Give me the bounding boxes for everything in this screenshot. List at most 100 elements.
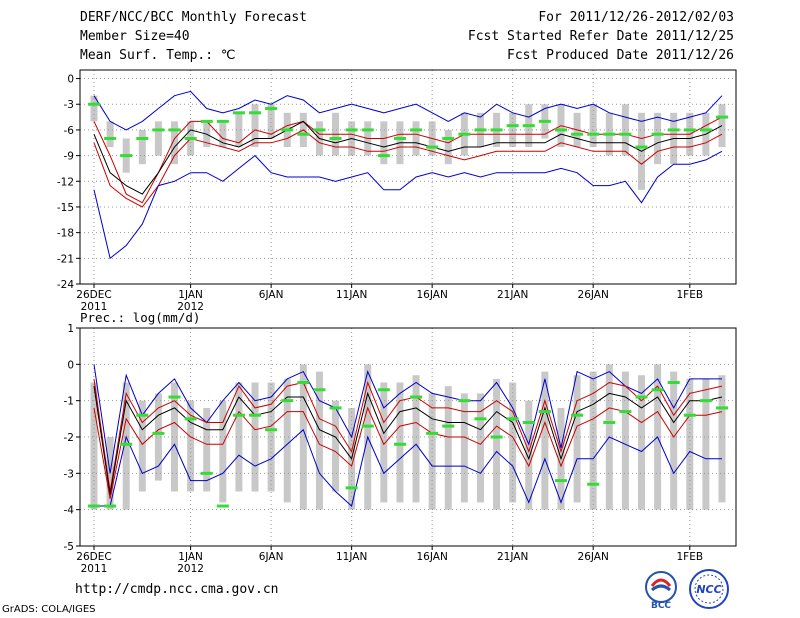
spread-box [444,129,452,165]
forecast-marker [200,471,213,475]
forecast-marker [474,128,487,132]
spread-box [654,112,662,165]
forecast-marker [458,399,471,403]
spread-box [637,375,645,510]
spread-box [589,104,597,148]
forecast-marker [184,136,197,140]
forecast-marker [522,420,535,424]
forecast-marker [313,388,326,392]
x-tick-label: 1JAN [178,289,203,301]
forecast-marker [88,102,100,106]
forecast-period: For 2011/12/26-2012/02/03 [538,10,734,25]
spread-box [251,104,259,148]
forecast-marker [635,395,648,399]
spread-box [154,121,162,156]
series-lower-line [93,406,723,499]
forecast-marker [667,381,680,384]
forecast-marker [554,128,567,132]
spread-box [621,371,629,510]
y-tick-label: -3 [64,99,74,111]
forecast-marker [249,111,262,115]
x-tick-label: 1JAN [178,551,203,563]
forecast-marker [184,417,197,421]
spread-box [283,378,291,503]
y-tick-label: -1 [64,396,74,408]
x-tick-label: 11JAN [336,551,367,563]
forecast-marker [361,128,374,132]
forecast-marker [249,413,262,417]
x-tick-label: 11JAN [336,289,367,301]
forecast-marker [490,128,503,132]
spread-box [122,382,130,510]
x-tick-label: 6JAN [259,289,284,301]
forecast-marker [361,424,374,428]
spread-box [509,382,517,503]
forecast-marker [232,413,245,417]
forecast-produced: Fcst Produced Date 2011/12/26 [507,48,734,63]
forecast-marker [136,136,149,140]
forecast-marker [699,128,712,132]
spread-box [267,104,275,139]
forecast-marker [313,128,326,132]
forecast-marker [152,431,165,435]
forecast-marker [329,136,342,140]
plot-frame [79,69,737,285]
spread-box [219,400,227,503]
forecast-marker [393,442,406,446]
forecast-marker [603,132,616,136]
spread-box [718,375,726,503]
forecast-marker [426,145,439,149]
y-tick-label: -9 [64,151,74,163]
forecast-marker [88,504,100,508]
y-tick-label: -12 [57,176,74,188]
series-lower-line [93,129,723,208]
x-tick-label: 26DEC [76,551,111,563]
ncc-logo-text: NCC [696,583,721,596]
spread-box [171,382,179,492]
y-tick-label: 1 [67,323,74,335]
x-tick-year: 2012 [177,563,204,575]
forecast-marker [587,482,600,486]
spread-box [621,104,629,156]
y-tick-label: 0 [67,74,74,86]
y-tick-label: -15 [57,202,74,214]
spread-box [525,400,533,510]
forecast-marker [297,381,310,384]
series-min-line [94,428,722,507]
spread-box [460,393,468,503]
forecast-marker [216,504,229,508]
x-tick-year: 2012 [177,301,204,313]
spread-box [444,386,452,510]
spread-box [476,393,484,503]
x-tick-label: 21JAN [497,551,528,563]
spread-box [90,382,98,510]
forecast-marker [683,128,696,132]
source-url[interactable]: http://cmdp.ncc.cma.gov.cn [75,582,279,597]
y-tick-label: -18 [57,228,74,240]
forecast-marker [474,417,487,421]
forecast-marker [120,154,133,158]
ncc-logo: NCC [689,569,729,609]
forecast-marker [571,413,584,417]
spread-box [428,393,436,510]
x-tick-label: 26DEC [76,289,111,301]
forecast-marker [281,128,294,132]
spread-box [171,121,179,165]
forecast-marker [104,504,117,508]
series-max-line [93,364,722,474]
forecast-marker [265,428,278,432]
bcc-logo-text: BCC [651,601,671,610]
x-tick-label: 16JAN [416,289,447,301]
grads-credit: GrADS: COLA/IGES [2,604,96,615]
forecast-marker [603,420,616,424]
forecast-marker [168,128,181,132]
forecast-marker [393,136,406,140]
spread-box [315,371,323,510]
series-mean-line [93,120,723,195]
spread-box [203,407,211,492]
spread-box [90,95,98,122]
spread-box [541,371,549,510]
x-tick-label: 1FEB [677,289,704,301]
